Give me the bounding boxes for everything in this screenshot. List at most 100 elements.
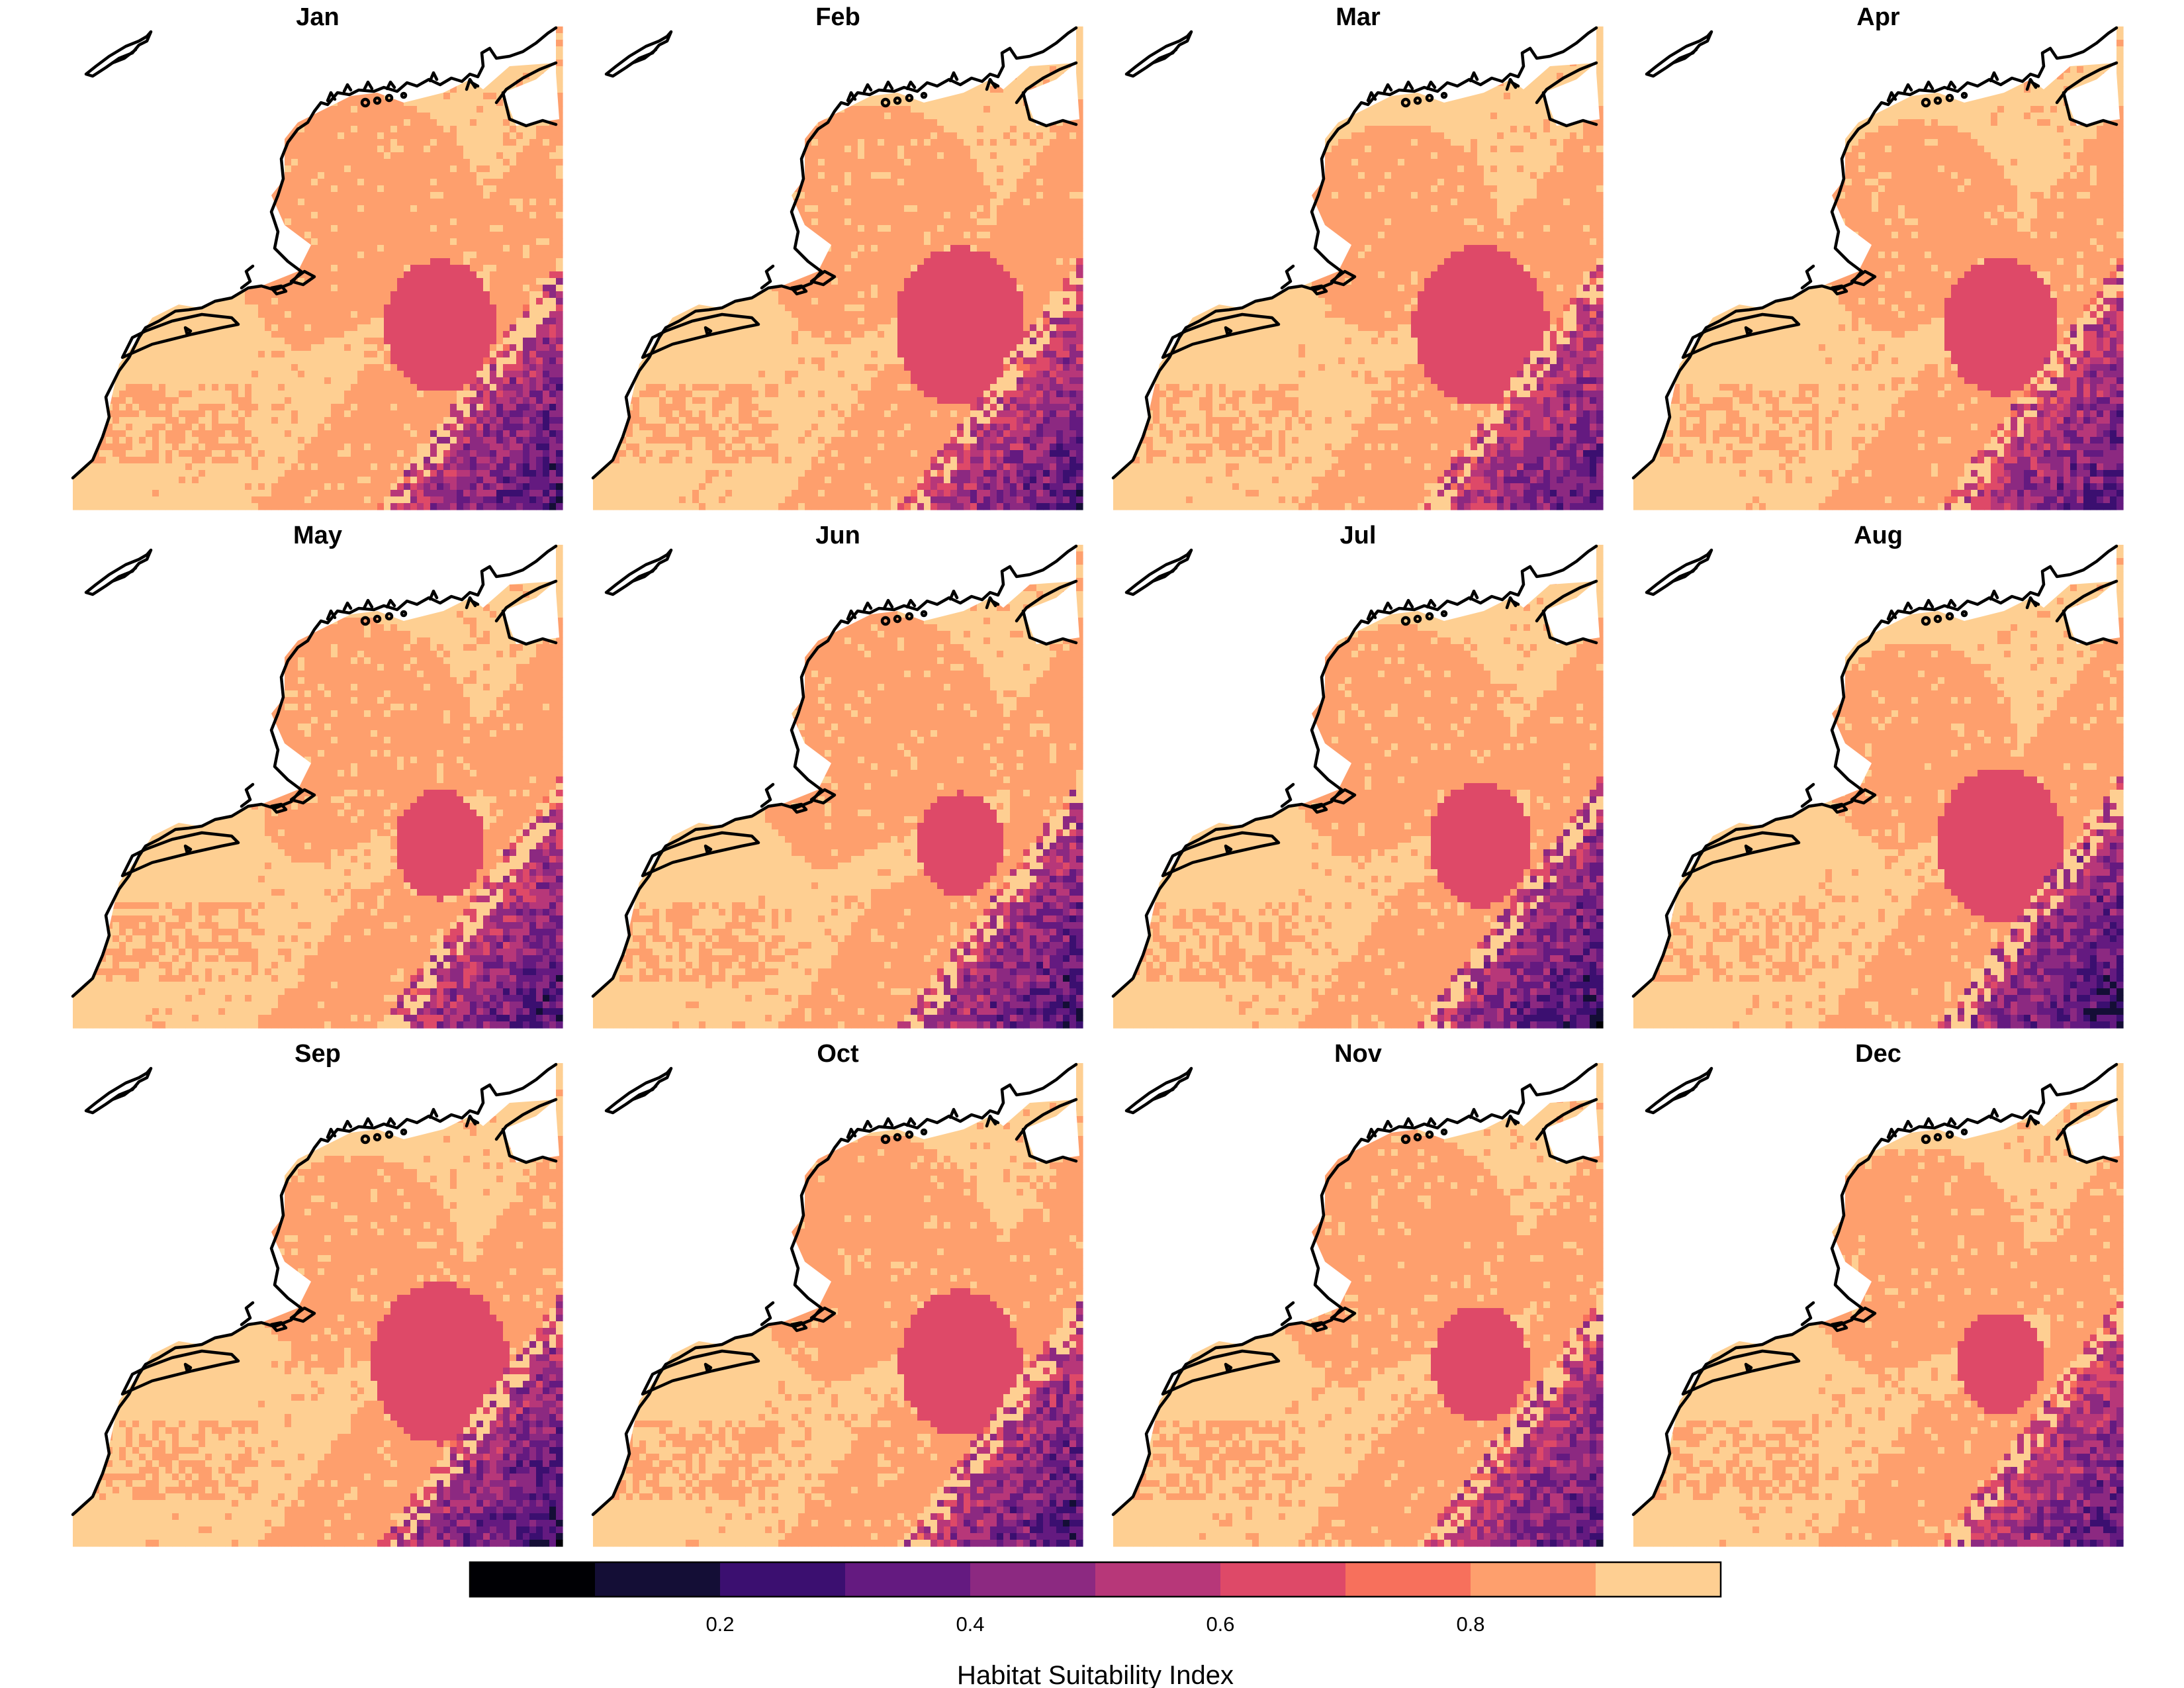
grid-cell [397, 437, 404, 444]
grid-cell [457, 463, 464, 471]
grid-cell [251, 457, 259, 464]
grid-cell [437, 318, 444, 325]
grid-cell [523, 159, 530, 166]
grid-cell [543, 218, 550, 226]
grid-cell [126, 470, 133, 477]
grid-cell [483, 344, 490, 352]
grid-cell [384, 146, 391, 153]
grid-cell [357, 311, 365, 318]
grid-cell [536, 232, 543, 239]
grid-cell [483, 205, 490, 212]
grid-cell [384, 212, 391, 219]
grid-cell [490, 344, 497, 352]
grid-cell [106, 450, 113, 457]
grid-cell [245, 463, 252, 471]
grid-cell [463, 159, 471, 166]
grid-cell [377, 225, 385, 232]
grid-cell [549, 225, 557, 232]
grid-cell [417, 113, 424, 120]
grid-cell [536, 397, 543, 404]
grid-cell [556, 331, 563, 338]
grid-cell [245, 305, 252, 312]
grid-cell [172, 357, 179, 365]
grid-cell [285, 404, 292, 411]
grid-cell [450, 285, 457, 292]
grid-cell [523, 258, 530, 265]
grid-cell [344, 424, 351, 431]
grid-cell [516, 357, 523, 365]
grid-cell [450, 305, 457, 312]
grid-cell [159, 450, 166, 457]
grid-cell [258, 291, 265, 299]
grid-cell [225, 305, 232, 312]
grid-cell [450, 119, 457, 126]
grid-cell [483, 152, 490, 160]
grid-cell [450, 106, 457, 113]
grid-cell [139, 351, 146, 358]
grid-cell [417, 106, 424, 113]
grid-cell [199, 391, 206, 398]
grid-cell [450, 271, 457, 279]
grid-cell [536, 199, 543, 206]
grid-cell [503, 384, 510, 391]
grid-cell [152, 444, 159, 451]
grid-cell [496, 424, 504, 431]
grid-cell [238, 391, 246, 398]
grid-cell [159, 417, 166, 424]
grid-cell [496, 252, 504, 259]
grid-cell [430, 192, 437, 199]
grid-cell [410, 305, 418, 312]
grid-cell [529, 450, 537, 457]
grid-cell [443, 192, 451, 199]
grid-cell [225, 430, 232, 438]
grid-cell [443, 450, 451, 457]
grid-cell [199, 424, 206, 431]
grid-cell [331, 331, 338, 338]
grid-cell [185, 404, 193, 411]
grid-cell [225, 397, 232, 404]
grid-cell [516, 278, 523, 285]
grid-cell [304, 437, 312, 444]
grid-cell [318, 119, 325, 126]
grid-cell [390, 205, 398, 212]
grid-cell [357, 258, 365, 265]
grid-cell [404, 463, 411, 471]
grid-cell [443, 252, 451, 259]
grid-cell [463, 139, 471, 146]
grid-cell [285, 444, 292, 451]
grid-cell [529, 391, 537, 398]
grid-cell [443, 410, 451, 418]
grid-cell [543, 159, 550, 166]
grid-cell [470, 357, 477, 365]
grid-cell [311, 245, 318, 252]
grid-cell [556, 146, 563, 153]
grid-cell [457, 364, 464, 371]
grid-cell [179, 371, 186, 378]
grid-cell [172, 410, 179, 418]
grid-cell [457, 430, 464, 438]
grid-cell [377, 278, 385, 285]
grid-cell [298, 338, 305, 345]
grid-cell [384, 172, 391, 179]
grid-cell [516, 437, 523, 444]
grid-cell [199, 470, 206, 477]
grid-cell [404, 258, 411, 265]
grid-cell [265, 470, 272, 477]
grid-cell [523, 324, 530, 332]
grid-cell [271, 457, 279, 464]
grid-cell [324, 364, 332, 371]
grid-cell [384, 444, 391, 451]
grid-cell [410, 450, 418, 457]
grid-cell [152, 424, 159, 431]
grid-cell [172, 430, 179, 438]
grid-cell [430, 437, 437, 444]
grid-cell [298, 192, 305, 199]
grid-cell [318, 305, 325, 312]
grid-cell [390, 457, 398, 464]
grid-cell [477, 199, 484, 206]
grid-cell [404, 324, 411, 332]
grid-cell [463, 417, 471, 424]
grid-cell [510, 298, 517, 305]
grid-cell [390, 238, 398, 246]
grid-cell [410, 410, 418, 418]
